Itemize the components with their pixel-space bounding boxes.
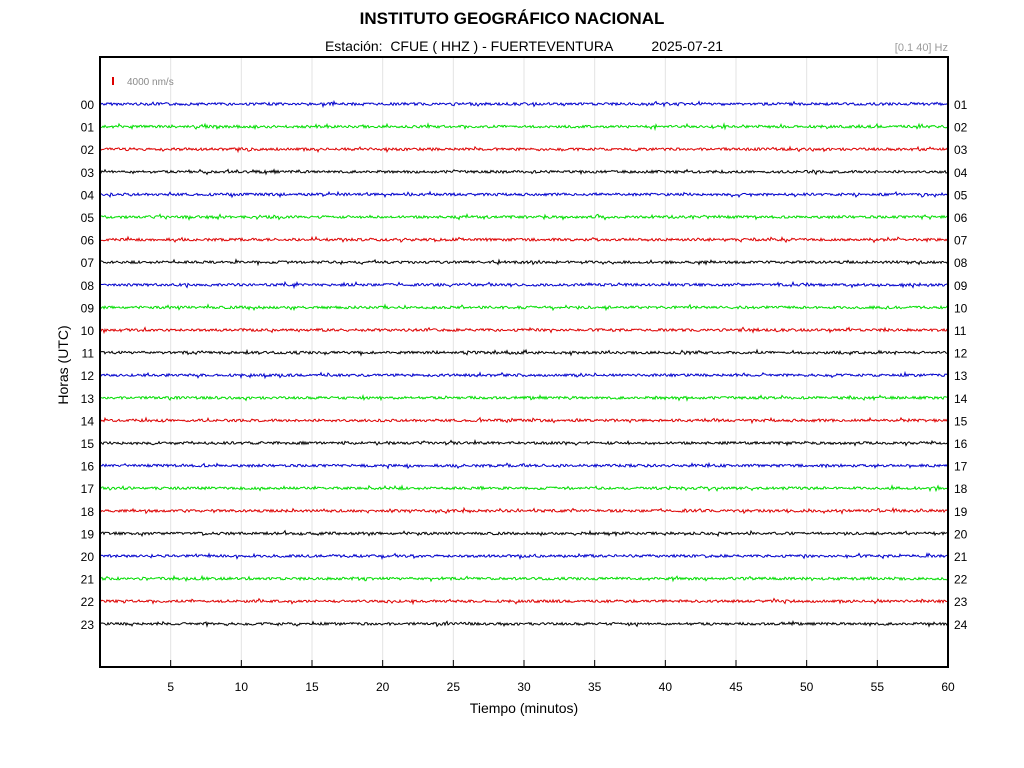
left-hour-label: 11 [82, 347, 95, 361]
seismic-trace-hour-05 [99, 213, 949, 222]
right-hour-label: 04 [954, 166, 968, 180]
seismic-trace-hour-21 [99, 574, 949, 583]
left-hour-label: 08 [81, 279, 95, 293]
right-hour-label: 20 [954, 527, 968, 541]
x-tick-label: 55 [871, 680, 885, 694]
chart-title: INSTITUTO GEOGRÁFICO NACIONAL [359, 9, 665, 28]
x-tick-label: 45 [729, 680, 743, 694]
right-hour-label: 09 [954, 279, 968, 293]
seismic-trace-hour-10 [99, 326, 949, 335]
right-hour-label: 11 [954, 324, 967, 338]
left-hour-label: 00 [81, 98, 95, 112]
left-hour-label: 13 [81, 392, 95, 406]
seismic-trace-hour-06 [99, 235, 949, 244]
left-hour-label: 05 [81, 211, 95, 225]
right-hour-label: 03 [954, 143, 968, 157]
left-hour-label: 19 [81, 527, 95, 541]
x-tick-label: 15 [305, 680, 319, 694]
seismic-trace-hour-00 [99, 99, 949, 109]
seismic-trace-hour-02 [99, 145, 949, 154]
right-hour-label: 19 [954, 505, 968, 519]
right-hour-label: 22 [954, 573, 968, 587]
left-hour-label: 20 [81, 550, 95, 564]
right-hour-label: 10 [954, 301, 968, 315]
grid-lines [170, 57, 878, 667]
left-hour-label: 04 [81, 188, 95, 202]
x-tick-label: 5 [167, 680, 174, 694]
x-tick-label: 10 [235, 680, 249, 694]
left-hour-label: 02 [81, 143, 95, 157]
seismic-trace-hour-15 [99, 439, 949, 447]
seismic-trace-hour-17 [100, 484, 949, 493]
filter-band-label: [0.1 40] Hz [894, 42, 948, 54]
right-hour-label: 06 [954, 211, 968, 225]
right-hour-label: 05 [954, 188, 968, 202]
left-hour-label: 23 [81, 618, 95, 632]
seismic-trace-hour-08 [99, 280, 949, 290]
left-hour-label: 14 [81, 414, 95, 428]
left-hour-labels: 00 01 02 03 04 05 06 07 08 09 10 11 12 13 14 15 16 17 18 19… [81, 98, 95, 632]
left-hour-label: 12 [81, 369, 95, 383]
seismic-trace-hour-19 [99, 529, 949, 538]
right-hour-label: 02 [954, 121, 968, 135]
right-hour-label: 08 [954, 256, 968, 270]
seismic-trace-hour-14 [99, 416, 949, 425]
seismic-trace-hour-20 [99, 552, 949, 561]
left-hour-label: 21 [81, 573, 95, 587]
right-hour-label: 13 [954, 369, 968, 383]
left-hour-label: 17 [81, 482, 95, 496]
seismic-trace-hour-16 [100, 461, 949, 470]
x-tick-label: 25 [447, 680, 461, 694]
seismic-trace-hour-18 [99, 506, 949, 515]
left-hour-label: 07 [81, 256, 95, 270]
seismic-trace-hour-11 [99, 348, 949, 357]
right-hour-label: 21 [954, 550, 968, 564]
x-tick-label: 40 [659, 680, 673, 694]
seismic-trace-hour-22 [99, 597, 949, 606]
right-hour-label: 16 [954, 437, 968, 451]
seismic-trace-hour-13 [100, 393, 949, 402]
left-hour-label: 03 [81, 166, 95, 180]
x-tick-label: 20 [376, 680, 390, 694]
right-hour-label: 12 [954, 347, 968, 361]
left-hour-label: 18 [81, 505, 95, 519]
x-tick-label: 60 [941, 680, 955, 694]
seismic-trace-hour-09 [99, 303, 949, 312]
left-hour-label: 22 [81, 595, 95, 609]
right-hour-label: 14 [954, 392, 968, 406]
right-hour-label: 15 [954, 414, 968, 428]
right-hour-label: 07 [954, 234, 968, 248]
seismic-trace-hour-12 [99, 370, 949, 380]
x-tick-label: 35 [588, 680, 602, 694]
right-hour-labels: 01 02 03 04 05 06 07 08 09 10 11 12 13 14 15 16 17 18 19 20… [954, 98, 968, 632]
left-hour-label: 09 [81, 301, 95, 315]
left-hour-label: 15 [81, 437, 95, 451]
right-hour-label: 23 [954, 595, 968, 609]
scale-indicator: 4000 nm/s [112, 77, 174, 88]
x-axis-label: Tiempo (minutos) [469, 700, 579, 716]
right-hour-label: 17 [954, 460, 968, 474]
x-tick-label: 50 [800, 680, 814, 694]
scale-bar [112, 77, 114, 85]
seismic-trace-hour-07 [99, 258, 948, 267]
x-tick-label: 30 [517, 680, 531, 694]
chart-subtitle: Estación: CFUE ( HHZ ) - FUERTEVENTURA 2… [324, 38, 724, 54]
seismic-trace-hour-23 [99, 619, 949, 628]
seismic-trace-hour-01 [99, 122, 949, 132]
seismic-traces [99, 99, 949, 628]
right-hour-label: 01 [954, 98, 968, 112]
left-hour-label: 16 [81, 460, 95, 474]
x-axis-ticks: 5 10 15 20 25 30 35 40 45 50 55 60 [167, 660, 955, 694]
left-hour-label: 01 [81, 121, 95, 135]
seismic-trace-hour-03 [99, 168, 949, 176]
right-hour-label: 18 [954, 482, 968, 496]
left-hour-label: 06 [81, 234, 95, 248]
scale-label: 4000 nm/s [127, 77, 174, 88]
seismic-trace-hour-04 [99, 190, 949, 199]
right-hour-label: 24 [954, 618, 968, 632]
left-hour-label: 10 [81, 324, 95, 338]
